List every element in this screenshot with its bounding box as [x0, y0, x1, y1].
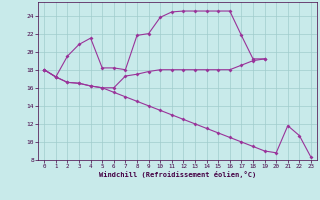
- X-axis label: Windchill (Refroidissement éolien,°C): Windchill (Refroidissement éolien,°C): [99, 171, 256, 178]
